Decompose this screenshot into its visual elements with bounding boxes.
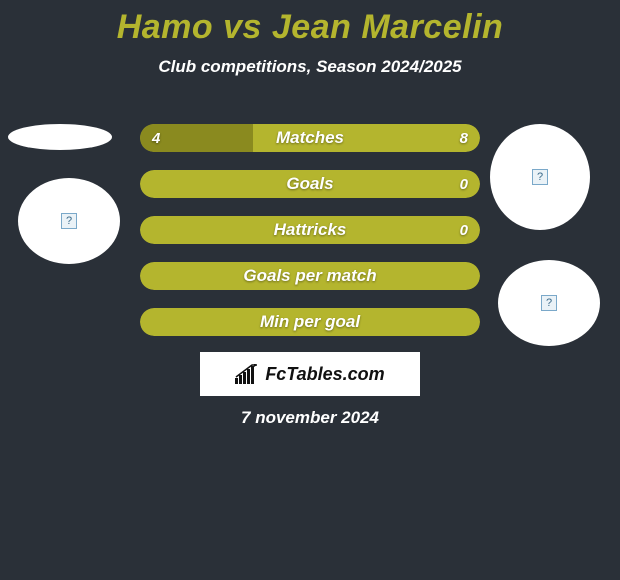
- bar-label: Min per goal: [140, 308, 480, 336]
- circle-right-top: ?: [490, 124, 590, 230]
- placeholder-icon: ?: [61, 213, 77, 229]
- bar-label: Goals: [140, 170, 480, 198]
- comparison-bars: Matches48Goals0Hattricks0Goals per match…: [140, 124, 480, 354]
- stat-bar: Min per goal: [140, 308, 480, 336]
- date-label: 7 november 2024: [0, 408, 620, 428]
- bar-value-right: 0: [460, 216, 468, 244]
- bar-label: Matches: [140, 124, 480, 152]
- stat-bar: Goals0: [140, 170, 480, 198]
- bar-value-right: 8: [460, 124, 468, 152]
- bar-label: Goals per match: [140, 262, 480, 290]
- circle-right-bot: ?: [498, 260, 600, 346]
- bar-value-left: 4: [152, 124, 160, 152]
- stat-bar: Goals per match: [140, 262, 480, 290]
- placeholder-icon: ?: [532, 169, 548, 185]
- circle-left: ?: [18, 178, 120, 264]
- page-title: Hamo vs Jean Marcelin: [0, 0, 620, 47]
- page-subtitle: Club competitions, Season 2024/2025: [0, 57, 620, 77]
- watermark-text: FcTables.com: [265, 364, 384, 385]
- watermark-chart-icon: [235, 364, 259, 384]
- bar-label: Hattricks: [140, 216, 480, 244]
- ellipse-top-left: [8, 124, 112, 150]
- stat-bar: Hattricks0: [140, 216, 480, 244]
- bar-value-right: 0: [460, 170, 468, 198]
- watermark: FcTables.com: [200, 352, 420, 396]
- placeholder-icon: ?: [541, 295, 557, 311]
- stat-bar: Matches4 8: [140, 124, 480, 152]
